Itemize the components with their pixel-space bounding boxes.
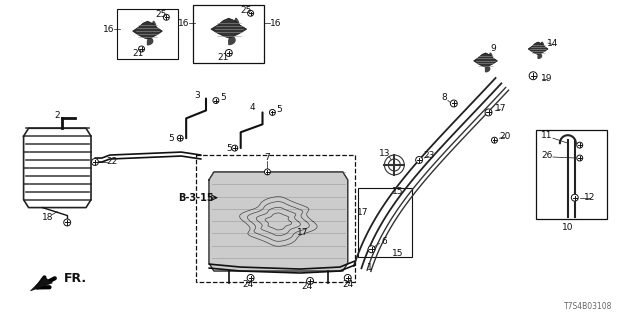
Text: 5: 5 <box>276 105 282 114</box>
Circle shape <box>451 100 458 107</box>
Circle shape <box>247 275 254 281</box>
Text: 24: 24 <box>342 280 353 289</box>
Text: 5: 5 <box>226 144 232 153</box>
Circle shape <box>248 10 253 16</box>
Polygon shape <box>31 277 52 291</box>
Polygon shape <box>211 18 246 38</box>
Text: 3: 3 <box>194 91 200 100</box>
Circle shape <box>264 169 271 175</box>
Bar <box>116 9 179 59</box>
Circle shape <box>577 155 582 161</box>
Text: 8: 8 <box>441 93 447 102</box>
Text: 13: 13 <box>379 148 390 157</box>
Polygon shape <box>132 21 163 39</box>
Text: 17: 17 <box>495 104 506 113</box>
Bar <box>536 130 607 220</box>
Text: 15: 15 <box>392 249 404 258</box>
Text: 22: 22 <box>106 157 118 166</box>
Text: 11: 11 <box>541 131 553 140</box>
Text: 10: 10 <box>562 223 573 232</box>
Text: 23: 23 <box>423 150 435 160</box>
Circle shape <box>485 109 492 116</box>
Text: 5: 5 <box>220 93 226 102</box>
Text: 25: 25 <box>240 6 252 15</box>
Bar <box>358 188 412 257</box>
Circle shape <box>344 275 351 281</box>
Text: 1: 1 <box>367 263 372 272</box>
Circle shape <box>529 72 537 80</box>
Circle shape <box>64 219 70 226</box>
Circle shape <box>232 145 237 151</box>
Text: 5: 5 <box>168 134 174 143</box>
Bar <box>193 5 264 63</box>
Polygon shape <box>474 53 497 67</box>
Text: 24: 24 <box>301 282 313 292</box>
Text: 7: 7 <box>264 153 270 162</box>
Text: 9: 9 <box>491 44 497 53</box>
Circle shape <box>92 158 99 165</box>
Text: 4: 4 <box>250 103 255 112</box>
Polygon shape <box>486 53 492 72</box>
Text: 12: 12 <box>584 193 595 202</box>
Circle shape <box>139 46 145 52</box>
Circle shape <box>368 246 375 253</box>
Polygon shape <box>147 21 156 45</box>
Circle shape <box>572 194 578 201</box>
Polygon shape <box>528 42 548 54</box>
Text: 6: 6 <box>381 237 387 246</box>
Text: 18: 18 <box>42 213 53 222</box>
Circle shape <box>213 98 219 103</box>
Circle shape <box>415 156 422 164</box>
Polygon shape <box>538 42 543 58</box>
Circle shape <box>492 137 497 143</box>
Text: FR.: FR. <box>64 272 88 285</box>
Text: 21: 21 <box>132 49 143 59</box>
Bar <box>196 155 355 282</box>
Polygon shape <box>209 172 348 271</box>
Circle shape <box>163 14 170 20</box>
Text: 21: 21 <box>217 53 228 62</box>
Text: B-3-15: B-3-15 <box>179 193 214 203</box>
Text: 19: 19 <box>541 74 553 83</box>
Text: 24: 24 <box>242 280 253 289</box>
Circle shape <box>225 50 232 56</box>
Circle shape <box>269 109 275 116</box>
Circle shape <box>307 277 314 284</box>
Circle shape <box>577 142 582 148</box>
Text: 20: 20 <box>500 132 511 141</box>
Text: 25: 25 <box>156 10 167 19</box>
Text: 26: 26 <box>541 150 553 160</box>
Text: 17: 17 <box>357 208 369 217</box>
Text: 17: 17 <box>298 228 309 237</box>
Text: 2: 2 <box>54 111 60 120</box>
Circle shape <box>177 135 183 141</box>
Text: 15: 15 <box>392 187 404 196</box>
Text: 16: 16 <box>103 25 115 34</box>
Text: 16: 16 <box>271 19 282 28</box>
Polygon shape <box>228 18 239 44</box>
Text: 16: 16 <box>179 19 190 28</box>
Text: T7S4B03108: T7S4B03108 <box>564 302 612 311</box>
Text: 14: 14 <box>547 38 559 48</box>
